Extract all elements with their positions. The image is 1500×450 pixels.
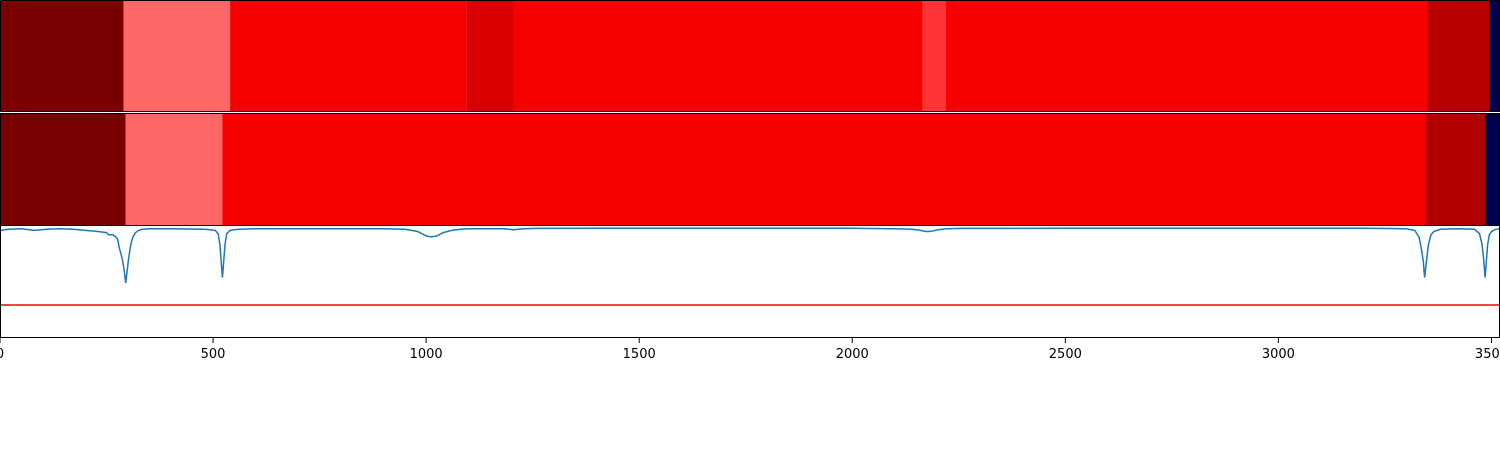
x-tick-label: 3500 bbox=[1475, 347, 1500, 362]
line-panel bbox=[0, 228, 1500, 305]
heatmap-top-segment bbox=[124, 0, 231, 112]
heatmap-bottom-segment bbox=[0, 113, 126, 226]
x-tick-label: 2500 bbox=[1049, 347, 1082, 362]
heatmap-bottom-segment bbox=[1485, 113, 1500, 226]
heatmap-bottom bbox=[0, 113, 1500, 226]
heatmap-top-segment bbox=[467, 0, 514, 112]
heatmap-top-segment bbox=[1428, 0, 1490, 112]
heatmap-top-segment bbox=[230, 0, 467, 112]
heatmap-bottom-segment bbox=[222, 113, 1425, 226]
heatmap-bottom-segment bbox=[1425, 113, 1485, 226]
heatmap-top-segment bbox=[923, 0, 946, 112]
heatmap-top-segment bbox=[0, 0, 124, 112]
x-tick-label: 1000 bbox=[410, 347, 443, 362]
series-line bbox=[0, 228, 1500, 283]
x-tick-label: 3000 bbox=[1262, 347, 1295, 362]
x-tick-label: 1500 bbox=[623, 347, 656, 362]
x-tick-label: 0 bbox=[0, 347, 4, 362]
heatmap-top-segment bbox=[513, 0, 922, 112]
heatmap-top bbox=[0, 0, 1500, 112]
heatmap-top-segment bbox=[946, 0, 1428, 112]
x-tick-label: 2000 bbox=[836, 347, 869, 362]
x-axis: 0 500 1000 1500 2000 2500 3000 3500 bbox=[0, 338, 1500, 362]
x-tick-label: 500 bbox=[201, 347, 226, 362]
heatmap-top-segment bbox=[1489, 0, 1500, 112]
heatmap-bottom-segment bbox=[126, 113, 223, 226]
